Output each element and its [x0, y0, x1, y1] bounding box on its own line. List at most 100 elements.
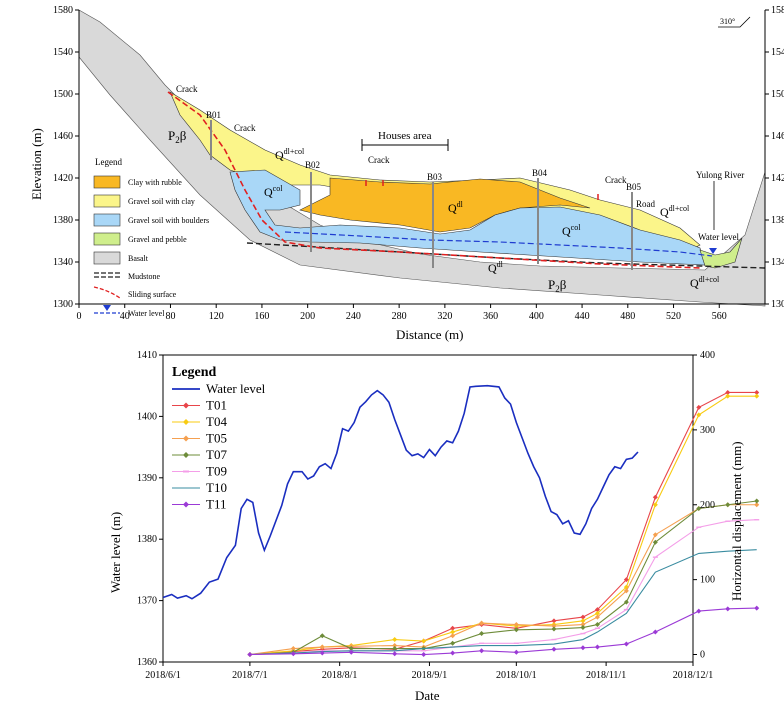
series-point-t01 [652, 494, 658, 500]
series-point-t01 [594, 607, 600, 613]
series-point-t05 [580, 622, 586, 628]
q-dl-2: Qdl [488, 260, 504, 275]
chart-legend-label: T10 [206, 480, 227, 495]
q-dlcol-3: Qdl+col [690, 275, 720, 290]
series-point-t05 [319, 644, 325, 650]
chart-legend-label: T05 [206, 431, 227, 446]
legend-swatch-basalt [93, 251, 121, 265]
profile-y-tick-label: 1500 [53, 89, 73, 100]
b04-label: B04 [532, 168, 548, 178]
profile-x-tick-label: 520 [666, 311, 681, 322]
series-point-t07 [551, 626, 557, 632]
chart-legend-label: T01 [206, 398, 227, 413]
series-point-t11 [623, 641, 629, 647]
chart-y2-tick-label: 0 [700, 650, 705, 661]
legend-swatch-clay [93, 175, 121, 189]
profile-y2-tick-label: 1380 [771, 215, 784, 226]
chart-y-tick-label: 1360 [137, 657, 157, 668]
chart-y2-label: Horizontal displacement (mm) [729, 441, 744, 601]
b03-label: B03 [427, 172, 443, 182]
series-line-t10 [249, 549, 757, 656]
profile-y2-tick-label: 1300 [771, 299, 784, 310]
profile-x-tick-label: 40 [120, 311, 130, 322]
profile-x-tick-label: 400 [529, 311, 544, 322]
chart-x-tick-label: 2018/11/1 [586, 670, 626, 681]
profile-ticks: 0 40 80 120 160 200 240 280 320 360 400 440 480 520 56… [53, 5, 784, 322]
profile-x-label: Distance (m) [396, 327, 464, 342]
profile-y2-tick-label: 1580 [771, 5, 784, 16]
profile-y-tick-label: 1540 [53, 47, 73, 58]
series-point-t11 [479, 648, 485, 654]
houses-area-label: Houses area [378, 130, 432, 142]
profile-x-tick-label: 0 [77, 311, 82, 322]
series-point-t07 [696, 506, 702, 511]
chart-y2-tick-label: 300 [700, 425, 715, 436]
chart-legend-marker [183, 419, 189, 425]
chart-y-tick-label: 1370 [137, 596, 157, 607]
profile-y-tick-label: 1580 [53, 5, 73, 16]
series-point-t11 [348, 649, 354, 655]
road-label: Road [636, 199, 655, 209]
chart-legend-label: T09 [206, 464, 227, 479]
legend-title: Legend [95, 157, 122, 167]
chart-x-tick-label: 2018/6/1 [145, 670, 181, 681]
legend-label-slide: Sliding surface [128, 290, 177, 299]
q-dlcol-1: Qdl+col [275, 147, 305, 162]
profile-y-tick-label: 1380 [53, 215, 73, 226]
chart-y2-tick-label: 400 [700, 350, 715, 361]
legend-slide-line [93, 286, 121, 299]
series-point-t07 [580, 625, 586, 631]
series-point-t05 [290, 646, 296, 652]
chart-y2-tick-label: 200 [700, 500, 715, 511]
profile-y-tick-label: 1420 [53, 173, 73, 184]
series-point-t01 [623, 577, 629, 583]
p2b-left: P2β [168, 128, 187, 145]
chart-x-tick-label: 2018/12/1 [673, 670, 714, 681]
crack-label-3: Crack [368, 155, 390, 165]
chart-legend-label: T04 [206, 414, 227, 429]
water-level-annotation: Water level [698, 232, 740, 242]
legend-swatch-gravel-clay [93, 194, 121, 208]
b05-label: B05 [626, 182, 642, 192]
series-point-t04 [392, 637, 398, 643]
profile-x-tick-label: 280 [392, 311, 407, 322]
series-point-t07 [725, 502, 731, 508]
series-point-t01 [580, 614, 586, 620]
series-point-t11 [247, 652, 253, 658]
series-point-t07 [594, 622, 600, 628]
chart-y2-tick-label: 100 [700, 575, 715, 586]
series-point-t04 [725, 393, 731, 399]
series-point-t11 [580, 645, 586, 651]
series-point-t07 [348, 646, 354, 652]
series-point-t01 [551, 618, 557, 624]
series-line-water-level [162, 384, 639, 600]
series-point-t11 [290, 651, 296, 657]
profile-x-tick-label: 160 [254, 311, 269, 322]
series-point-t11 [319, 650, 325, 656]
series-point-t11 [594, 644, 600, 650]
crack-label-2: Crack [234, 123, 256, 133]
orientation-arrow [718, 16, 751, 28]
series-point-t04 [696, 412, 702, 418]
chart-legend-label: Water level [206, 381, 266, 396]
chart-x-label: Date [415, 688, 440, 703]
legend-water-marker [103, 305, 111, 311]
chart-x-tick-label: 2018/10/1 [496, 670, 537, 681]
legend-swatch-pebble [93, 232, 121, 246]
series-point-t07 [754, 498, 760, 504]
series-point-t07 [652, 539, 658, 545]
chart-x-tick-label: 2018/8/1 [322, 670, 358, 681]
river-label: Yulong River [696, 170, 744, 180]
chart-legend-marker [183, 501, 189, 508]
profile-x-tick-label: 320 [437, 311, 452, 322]
chart-y-tick-label: 1380 [137, 534, 157, 545]
water-level-marker [709, 248, 717, 254]
profile-x-tick-label: 120 [209, 311, 224, 322]
water-displacement-chart: 2018/6/1 2018/7/1 2018/8/1 2018/9/1 2018/10/… [108, 350, 760, 703]
series-point-t04 [580, 618, 586, 624]
q-col-2: Qcol [562, 223, 581, 238]
series-point-t05 [594, 614, 600, 620]
series-point-t11 [392, 651, 398, 657]
series-point-t01 [725, 389, 731, 395]
series-point-t05 [551, 623, 557, 629]
